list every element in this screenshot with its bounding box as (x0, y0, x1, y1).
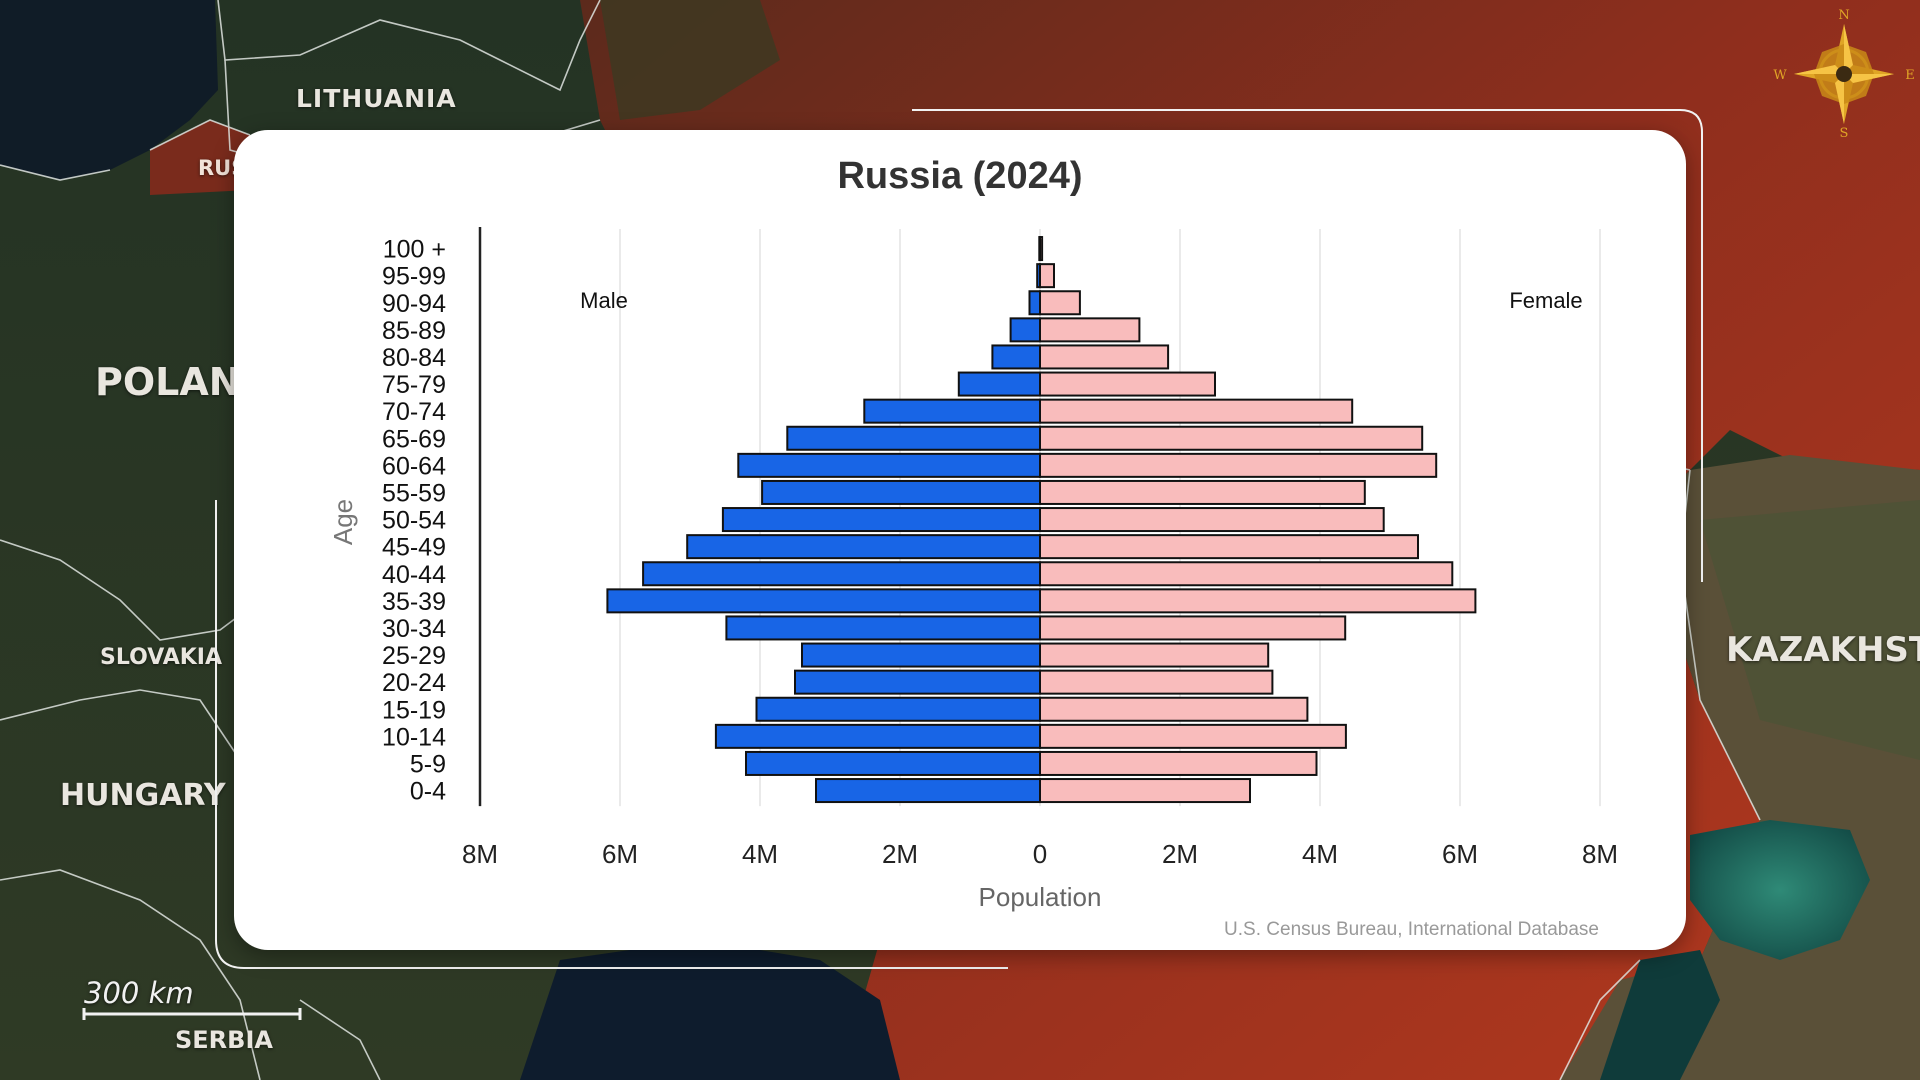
compass-rose-icon: N S E W (1773, 8, 1915, 140)
population-pyramid-chart: 0-45-910-1415-1920-2425-2930-3435-3940-4… (328, 155, 1618, 940)
bar-male-15-19 (755, 696, 1041, 722)
bar-female-75-79 (1039, 371, 1216, 397)
y-tick-label: 35-39 (382, 588, 446, 616)
compass-n-label: N (1838, 8, 1849, 23)
x-tick-label: 8M (1582, 839, 1618, 869)
bar-female-55-59 (1039, 479, 1366, 505)
bar-female-40-44 (1039, 561, 1454, 587)
bar-male-25-29 (801, 642, 1041, 668)
bar-male-55-59 (761, 479, 1041, 505)
legend-female-label: Female (1509, 288, 1582, 313)
y-tick-label: 95-99 (382, 263, 446, 291)
x-tick-label: 4M (1302, 839, 1338, 869)
y-tick-label: 60-64 (382, 452, 446, 480)
y-tick-label: 65-69 (382, 425, 446, 453)
x-tick-label: 0 (1033, 839, 1047, 869)
bar-female-95-99 (1039, 263, 1055, 289)
map-label-lithuania: LITHUANIA (296, 84, 457, 113)
bar-female-90-94 (1039, 290, 1081, 316)
bar-female-65-69 (1039, 425, 1424, 451)
y-tick-label: 25-29 (382, 642, 446, 670)
y-tick-label: 100 + (383, 236, 446, 264)
bar-male-70-74 (863, 398, 1041, 424)
bar-male-85-89 (1009, 317, 1041, 343)
bar-male-50-54 (721, 507, 1041, 533)
chart-title: Russia (2024) (837, 155, 1082, 197)
bar-female-20-24 (1039, 669, 1274, 695)
bar-female-35-39 (1039, 588, 1477, 614)
y-tick-label: 55-59 (382, 479, 446, 507)
bar-male-40-44 (642, 561, 1041, 587)
bar-female-80-84 (1039, 344, 1170, 370)
y-tick-label: 20-24 (382, 669, 446, 697)
legend-male-label: Male (580, 288, 628, 313)
x-tick-label: 4M (742, 839, 778, 869)
y-tick-label: 10-14 (382, 723, 446, 751)
map-scale-bar (82, 1008, 302, 1020)
x-tick-label: 2M (1162, 839, 1198, 869)
bar-male-30-34 (725, 615, 1041, 641)
chart-card: 0-4 5-9 10-14 15-19 20-24 25-29 30-34 35-39 40-4… (234, 130, 1686, 950)
y-tick-label: 15-19 (382, 696, 446, 724)
bar-male-35-39 (606, 588, 1041, 614)
bar-female-25-29 (1039, 642, 1270, 668)
bar-male-0-4 (815, 778, 1041, 804)
bar-female-5-9 (1039, 750, 1318, 776)
y-tick-labels: 0-45-910-1415-1920-2425-2930-3435-3940-4… (382, 236, 446, 806)
map-label-hungary: HUNGARY (60, 778, 226, 813)
bar-female-30-34 (1039, 615, 1347, 641)
y-tick-label: 80-84 (382, 344, 446, 372)
compass-e-label: E (1905, 68, 1915, 83)
compass-w-label: W (1773, 68, 1787, 83)
map-scale-label: 300 km (84, 976, 194, 1010)
bar-male-10-14 (714, 723, 1041, 749)
x-tick-label: 6M (1442, 839, 1478, 869)
x-tick-label: 6M (602, 839, 638, 869)
bar-female-50-54 (1039, 507, 1385, 533)
bar-female-10-14 (1039, 723, 1347, 749)
bars-group (606, 236, 1477, 804)
x-axis-label: Population (979, 882, 1102, 912)
bar-female-45-49 (1039, 534, 1419, 560)
bar-male-60-64 (737, 452, 1041, 478)
x-tick-labels: 8M 6M 4M 2M 0 2M 4M 6M 8M (462, 839, 1618, 869)
bar-female-100 (1039, 236, 1044, 262)
y-tick-label: 5-9 (410, 750, 446, 778)
bar-male-45-49 (686, 534, 1041, 560)
y-tick-label: 75-79 (382, 371, 446, 399)
map-label-kazakhstan: KAZAKHSTAN (1726, 630, 1920, 670)
bar-female-0-4 (1039, 778, 1251, 804)
map-label-serbia: SERBIA (175, 1026, 273, 1054)
y-tick-label: 90-94 (382, 290, 446, 318)
y-tick-label: 0-4 (410, 778, 446, 806)
bar-male-20-24 (794, 669, 1041, 695)
bar-female-60-64 (1039, 452, 1438, 478)
bar-female-70-74 (1039, 398, 1354, 424)
compass-s-label: S (1840, 126, 1849, 140)
y-tick-label: 40-44 (382, 561, 446, 589)
y-tick-label: 45-49 (382, 534, 446, 562)
bar-female-15-19 (1039, 696, 1309, 722)
source-note: U.S. Census Bureau, International Databa… (1224, 919, 1599, 940)
y-tick-label: 85-89 (382, 317, 446, 345)
y-tick-label: 30-34 (382, 615, 446, 643)
x-tick-label: 2M (882, 839, 918, 869)
map-label-slovakia: SLOVAKIA (100, 645, 223, 670)
x-tick-label: 8M (462, 839, 498, 869)
bar-male-65-69 (786, 425, 1041, 451)
y-axis-label: Age (328, 499, 358, 545)
bar-female-85-89 (1039, 317, 1141, 343)
bar-male-5-9 (745, 750, 1041, 776)
bar-male-90-94 (1028, 290, 1041, 316)
bar-male-75-79 (957, 371, 1041, 397)
bar-male-80-84 (991, 344, 1042, 370)
y-tick-label: 50-54 (382, 507, 446, 535)
y-tick-label: 70-74 (382, 398, 446, 426)
